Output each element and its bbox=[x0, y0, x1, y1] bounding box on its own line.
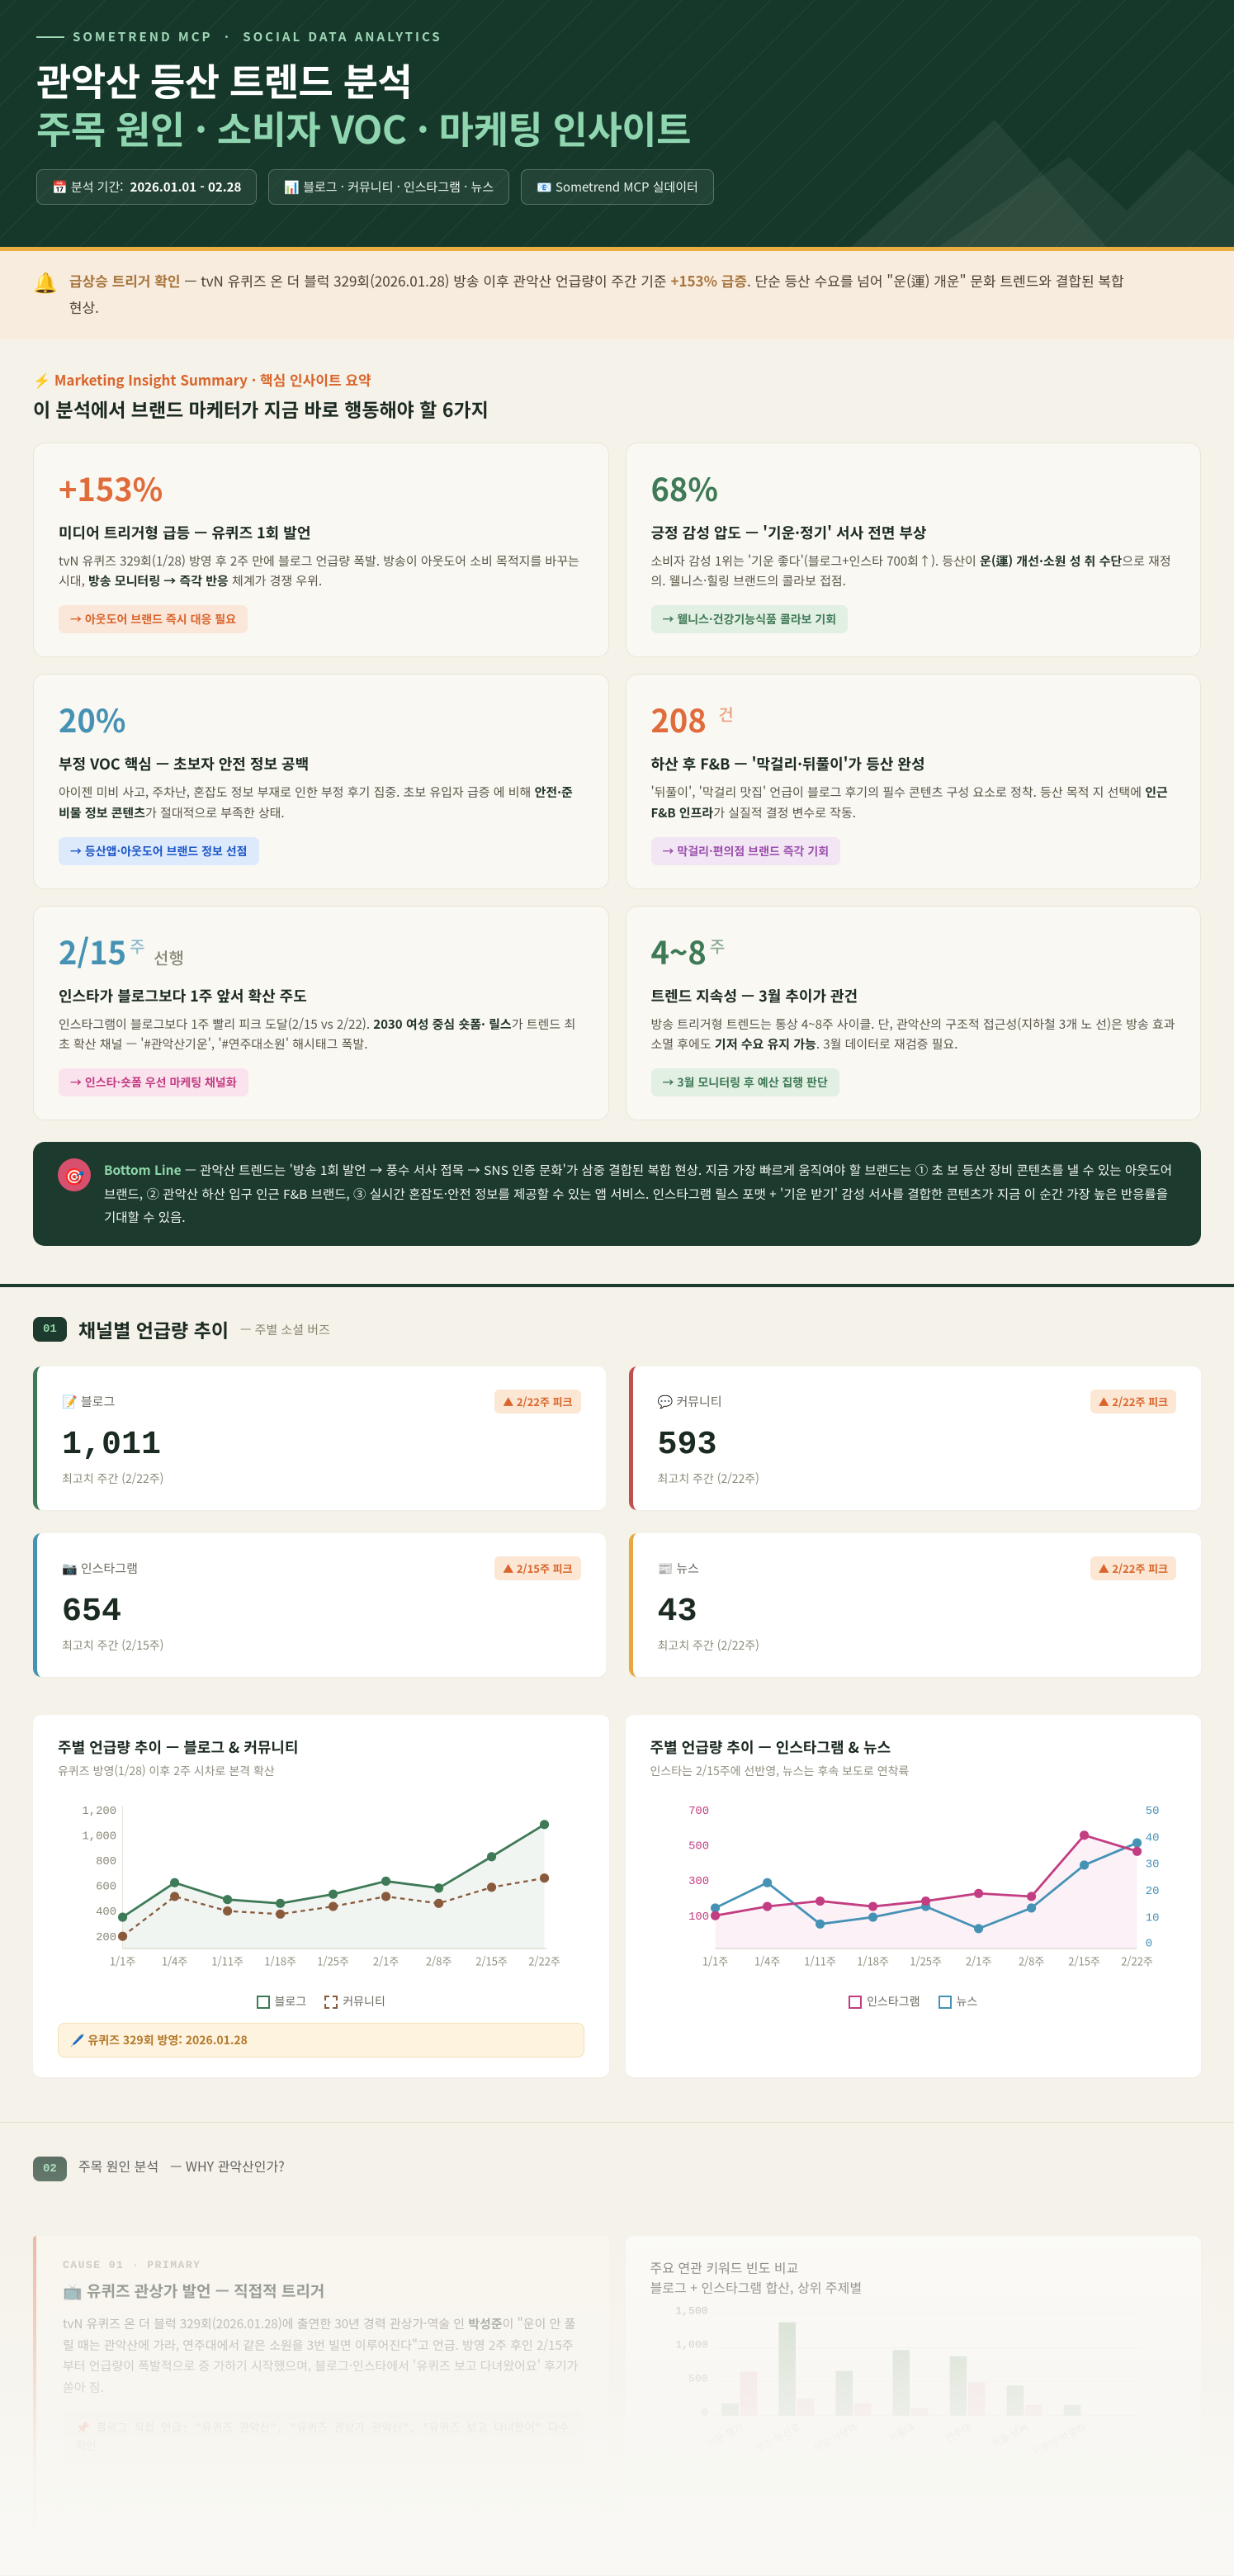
svg-text:300: 300 bbox=[688, 1875, 709, 1888]
svg-text:40: 40 bbox=[1145, 1831, 1159, 1844]
svg-text:1/1주: 1/1주 bbox=[110, 1953, 135, 1969]
svg-text:0: 0 bbox=[701, 2407, 707, 2419]
svg-text:1/18주: 1/18주 bbox=[857, 1953, 889, 1969]
svg-text:1/11주: 1/11주 bbox=[211, 1953, 243, 1969]
svg-text:2/22주: 2/22주 bbox=[1121, 1953, 1153, 1969]
svg-text:600: 600 bbox=[96, 1881, 116, 1894]
svg-text:1,500: 1,500 bbox=[675, 2305, 707, 2318]
svg-text:700: 700 bbox=[688, 1805, 709, 1818]
svg-text:500: 500 bbox=[688, 2373, 708, 2385]
svg-text:1/25주: 1/25주 bbox=[910, 1953, 942, 1969]
svg-text:1/11주: 1/11주 bbox=[804, 1953, 836, 1969]
svg-text:서울대: 서울대 bbox=[885, 2420, 916, 2446]
svg-text:뒤풀이·막걸리: 뒤풀이·막걸리 bbox=[1029, 2420, 1087, 2460]
svg-text:400: 400 bbox=[96, 1906, 116, 1919]
svg-text:2/22주: 2/22주 bbox=[528, 1953, 560, 1969]
svg-text:800: 800 bbox=[96, 1855, 116, 1868]
svg-text:10: 10 bbox=[1145, 1912, 1159, 1925]
svg-text:2/8주: 2/8주 bbox=[1018, 1953, 1043, 1969]
svg-text:1,200: 1,200 bbox=[82, 1805, 116, 1818]
svg-text:1,000: 1,000 bbox=[675, 2339, 707, 2351]
svg-text:1/4주: 1/4주 bbox=[162, 1953, 187, 1969]
svg-text:500: 500 bbox=[688, 1840, 709, 1854]
svg-text:2/15주: 2/15주 bbox=[1068, 1953, 1100, 1969]
svg-text:2/1주: 2/1주 bbox=[373, 1953, 399, 1969]
svg-text:연주대: 연주대 bbox=[943, 2420, 974, 2446]
svg-text:기운·정기: 기운·정기 bbox=[703, 2420, 745, 2451]
svg-text:코스·등산로: 코스·등산로 bbox=[753, 2420, 802, 2455]
svg-text:2/8주: 2/8주 bbox=[426, 1953, 452, 1969]
svg-text:1/18주: 1/18주 bbox=[264, 1953, 296, 1969]
svg-text:1/4주: 1/4주 bbox=[754, 1953, 779, 1969]
svg-text:20: 20 bbox=[1145, 1885, 1159, 1898]
svg-text:50: 50 bbox=[1145, 1805, 1159, 1818]
svg-text:사당·사당역: 사당·사당역 bbox=[810, 2420, 859, 2455]
svg-text:2/1주: 2/1주 bbox=[965, 1953, 991, 1969]
svg-text:1/25주: 1/25주 bbox=[317, 1953, 349, 1969]
svg-text:200: 200 bbox=[96, 1931, 116, 1944]
svg-text:1,000: 1,000 bbox=[82, 1830, 116, 1844]
svg-text:100: 100 bbox=[688, 1911, 709, 1924]
svg-text:2/15주: 2/15주 bbox=[475, 1953, 508, 1969]
svg-text:0: 0 bbox=[1145, 1937, 1151, 1950]
svg-text:1/1주: 1/1주 bbox=[702, 1953, 727, 1969]
svg-text:겨울·날씨: 겨울·날씨 bbox=[989, 2420, 1030, 2451]
svg-text:30: 30 bbox=[1145, 1859, 1159, 1872]
